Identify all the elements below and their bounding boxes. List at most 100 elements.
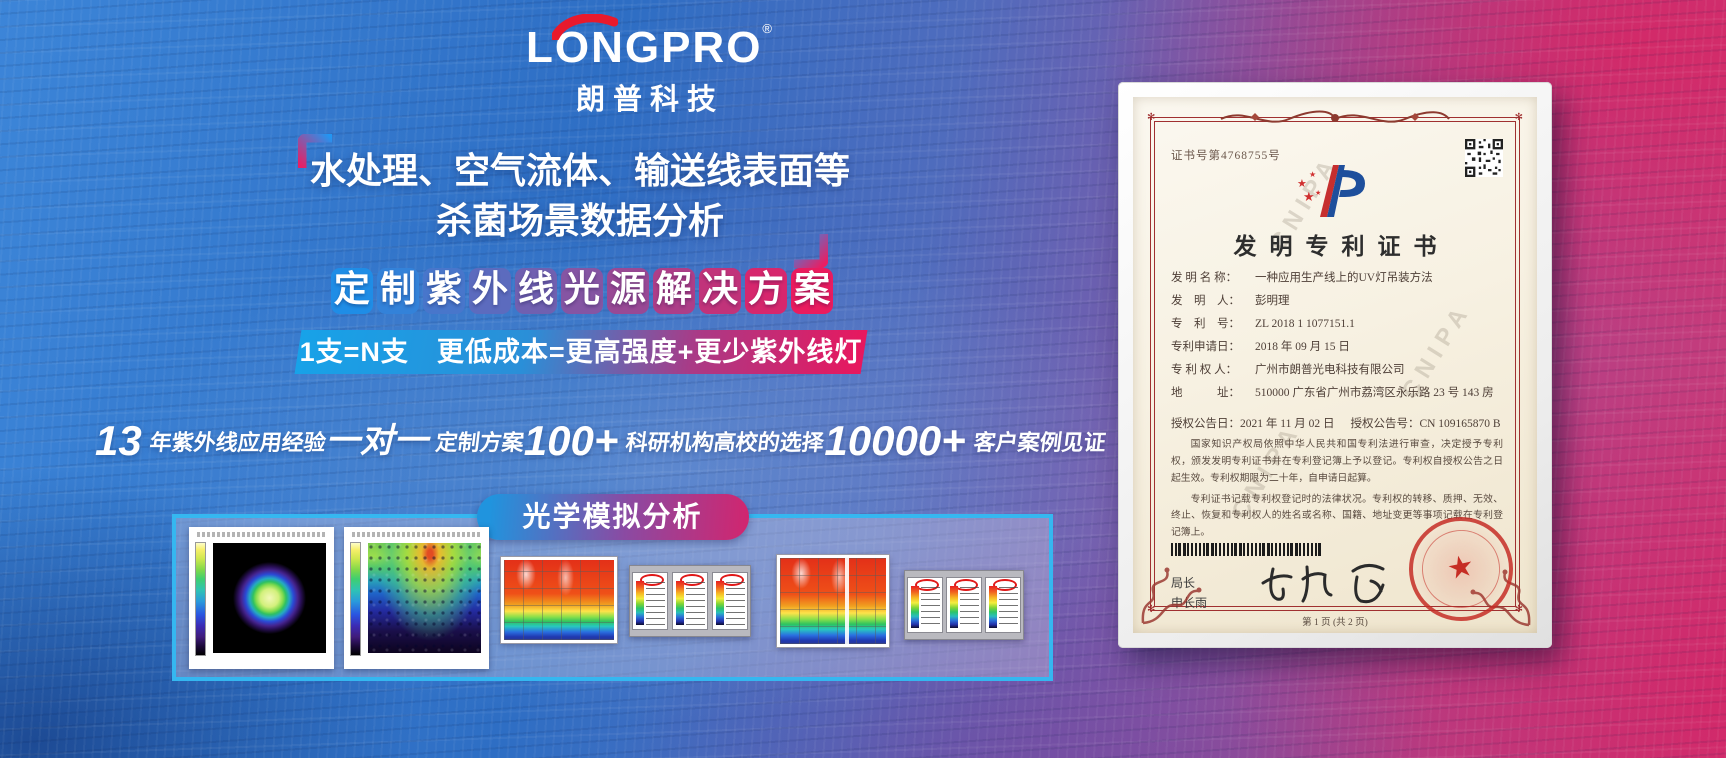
stat-label: 年紫外线应用经验 <box>147 430 328 455</box>
headline-line1: 水处理、空气流体、输送线表面等 <box>309 150 850 191</box>
field-label: 发 明 人： <box>1171 295 1240 307</box>
bracket-bottomright-icon <box>794 234 828 268</box>
corner-ornament-icon <box>1141 567 1202 625</box>
border-corner-ornament-icon: ✻ <box>1514 112 1523 123</box>
stat-label: 科研机构高校的选择 <box>624 430 826 455</box>
registered-mark: ® <box>762 21 775 36</box>
grant-date: 授权公告日：2021 年 11 月 02 日 <box>1171 418 1335 430</box>
field-label: 专 利 号： <box>1171 318 1240 330</box>
field-value: 510000 广东省广州市荔湾区永乐路 23 号 143 房 <box>1255 387 1494 399</box>
certificate-paragraph-1: 国家知识产权局依照中华人民共和国专利法进行审查，决定授予专利权，颁发发明专利证书… <box>1171 439 1503 484</box>
colorbar-card <box>711 572 748 630</box>
logo-chinese-name: 朗普科技 <box>575 84 724 116</box>
solution-title-char: 方 <box>745 268 788 315</box>
colorbar-card <box>946 577 982 633</box>
field-label: 专 利 权 人： <box>1171 364 1238 376</box>
surface-heatmap <box>504 560 614 640</box>
headline-block: 水处理、空气流体、输送线表面等 杀菌场景数据分析 <box>240 146 920 247</box>
colorbar-card <box>907 577 943 633</box>
corner-ornament-icon <box>1470 569 1531 627</box>
certificate-fields: 发 明 名 称： 一种应用生产线上的UV灯吊装方法 发 明 人： 彭明理 专 利 号… <box>1171 272 1503 411</box>
sim-image-surface-heatmap-wide <box>776 554 890 648</box>
tick-labels <box>646 582 666 625</box>
irradiance-plot <box>368 543 481 653</box>
cert-field-row: 发 明 人： 彭明理 <box>1171 295 1503 308</box>
barcode <box>1171 543 1321 556</box>
cert-field-row: 专 利 权 人： 广州市朗普光电科技有限公司 <box>1171 364 1503 377</box>
border-corner-ornament-icon: ✻ <box>1514 604 1523 615</box>
solution-subbanner: 1支=N支 更低成本=更高强度+更少紫外线灯 <box>294 330 868 374</box>
bracket-topleft-icon <box>298 134 332 168</box>
colorbar-strip <box>911 586 920 628</box>
logo-swoosh-icon <box>551 14 618 40</box>
sim-image-radial-irradiance-map <box>189 527 334 669</box>
colorbar-strip <box>676 581 684 625</box>
grant-info-row: 授权公告日：2021 年 11 月 02 日 授权公告号：CN 10916587… <box>1171 415 1507 431</box>
irradiance-blob <box>227 557 312 639</box>
stat-value: 10000+ <box>824 417 966 464</box>
field-label: 发 明 名 称： <box>1171 272 1238 284</box>
simulation-panel: 光学模拟分析 <box>172 494 1053 681</box>
colorbar-card <box>985 577 1021 633</box>
sim-image-surface-heatmap-small <box>500 556 618 644</box>
officer-name: 申长雨 <box>1171 596 1208 611</box>
solution-title-char: 解 <box>653 268 696 315</box>
tick-labels <box>725 582 745 625</box>
solution-title-char: 线 <box>514 268 557 315</box>
stat-label: 客户案例见证 <box>971 430 1108 455</box>
field-label: 地 址： <box>1171 387 1240 399</box>
brand-logo: LONGPRO® 朗普科技 <box>505 14 795 118</box>
svg-text:★: ★ <box>1315 189 1321 197</box>
stat-value: 100+ <box>523 417 619 464</box>
field-value: 2018 年 09 月 15 日 <box>1255 341 1350 353</box>
field-value: 彭明理 <box>1255 295 1290 307</box>
logo-text: LONGPRO <box>525 23 763 72</box>
headline-line2: 杀菌场景数据分析 <box>435 200 724 242</box>
sim-image-colorbar-scale-panel-2 <box>904 570 1024 640</box>
stat-label: 定制方案 <box>434 430 526 455</box>
solution-title-char: 定 <box>330 268 373 315</box>
solution-subtitle: 1支=N支 更低成本=更高强度+更少紫外线灯 <box>299 337 863 367</box>
colorbar-strip <box>989 586 998 628</box>
stat-cases: 10000+ 客户案例见证 <box>824 417 1108 464</box>
officer-block: 局长 申长雨 <box>1171 573 1207 614</box>
tick-labels <box>686 582 705 625</box>
patent-certificate-photo: ✻ ✻ ✻ ✻ CNIPA CNIPA CNIPA 证书号第4768755号 <box>1118 82 1552 648</box>
grant-number: 授权公告号：CN 109165870 B <box>1350 418 1501 430</box>
solution-title-char: 决 <box>699 268 742 315</box>
certificate-title: 发明专利证书 <box>1233 234 1450 259</box>
solution-title-char: 外 <box>468 268 511 315</box>
solution-title-char: 案 <box>791 268 834 315</box>
border-corner-ornament-icon: ✻ <box>1147 112 1156 123</box>
tick-labels <box>999 587 1018 628</box>
signature-icon <box>1261 564 1385 604</box>
certificate-paper: ✻ ✻ ✻ ✻ CNIPA CNIPA CNIPA 证书号第4768755号 <box>1133 97 1537 633</box>
page-footer: 第 1 页 (共 2 页) <box>1302 618 1368 628</box>
stat-value: 一对一 <box>325 422 428 460</box>
micro-title-text <box>197 532 326 537</box>
field-value: 广州市朗普光电科技有限公司 <box>1255 364 1405 376</box>
cert-field-row: 专 利 号： ZL 2018 1 1077151.1 <box>1171 318 1503 331</box>
solution-title: 定制紫外线光源解决方案 <box>282 268 882 315</box>
stat-value: 13 <box>95 417 142 464</box>
tick-labels <box>960 587 979 628</box>
colorbar-card <box>632 572 669 630</box>
sim-image-scatter-irradiance-map <box>344 527 489 669</box>
field-label: 专利申请日： <box>1171 341 1240 353</box>
svg-text:★: ★ <box>1297 177 1307 190</box>
officer-title: 局长 <box>1171 576 1196 590</box>
field-value: 一种应用生产线上的UV灯吊装方法 <box>1255 272 1433 284</box>
stats-row: 13 年紫外线应用经验 一对一 定制方案 100+ 科研机构高校的选择 1000… <box>95 417 1107 464</box>
cert-field-row: 发 明 名 称： 一种应用生产线上的UV灯吊装方法 <box>1171 272 1503 285</box>
micro-title-text <box>352 532 481 537</box>
stat-one-on-one: 一对一 定制方案 <box>325 422 526 460</box>
sim-image-colorbar-scale-panel <box>629 565 751 637</box>
colorbar <box>350 542 361 656</box>
tick-labels <box>921 587 940 628</box>
irradiance-plot <box>213 543 326 653</box>
solution-title-char: 紫 <box>422 268 465 315</box>
cnipa-emblem-icon: ★ ★ ★ ★ <box>1297 165 1365 217</box>
colorbar-card <box>672 572 708 630</box>
stat-experience: 13 年紫外线应用经验 <box>95 417 328 464</box>
